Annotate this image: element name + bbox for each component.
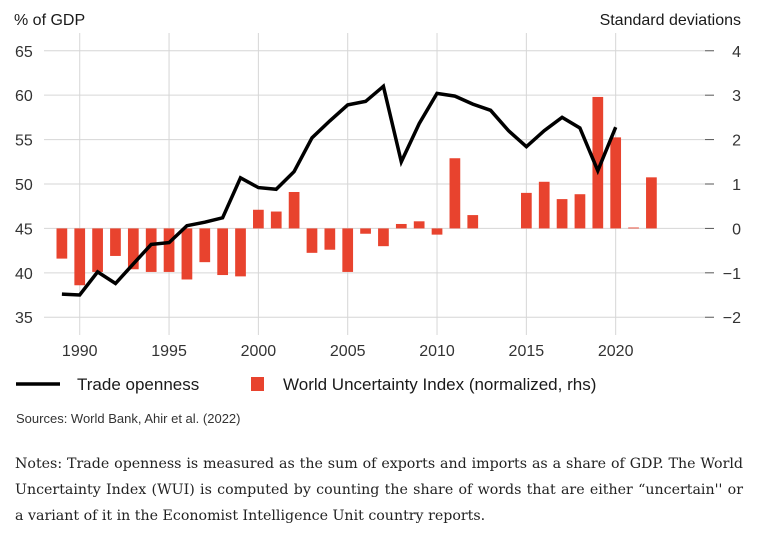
right-tick-label: 3 bbox=[732, 88, 741, 105]
right-tick-label: 4 bbox=[732, 44, 741, 61]
trade-openness-line bbox=[61, 83, 618, 297]
x-tick-label: 1990 bbox=[62, 343, 98, 360]
wui-bar bbox=[592, 96, 604, 229]
x-tick-label: 2010 bbox=[419, 343, 455, 360]
wui-bar bbox=[342, 228, 354, 272]
wui-bar bbox=[360, 228, 371, 234]
left-axis-ticks: 35 40 45 50 55 60 65 bbox=[15, 44, 33, 327]
wui-bar bbox=[181, 228, 193, 280]
right-axis-ticks: 4 3 2 1 0 −1 −2 bbox=[705, 44, 741, 327]
left-tick-label: 60 bbox=[15, 88, 33, 105]
left-tick-label: 45 bbox=[15, 221, 33, 238]
wui-bar bbox=[378, 228, 389, 247]
left-tick-label: 55 bbox=[15, 133, 33, 150]
legend-bar-swatch bbox=[251, 377, 264, 391]
wui-bar bbox=[324, 228, 336, 250]
legend: Trade openness World Uncertainty Index (… bbox=[16, 375, 596, 394]
wui-bar bbox=[74, 228, 86, 286]
wui-bar bbox=[449, 158, 461, 229]
right-axis-unit-label: Standard deviations bbox=[600, 12, 741, 29]
notes-paragraph: Notes: Trade openness is measured as the… bbox=[15, 456, 743, 524]
wui-bar bbox=[467, 215, 479, 229]
x-tick-label: 2015 bbox=[509, 343, 545, 360]
gridlines bbox=[44, 33, 705, 335]
wui-bar bbox=[270, 211, 282, 229]
x-tick-label: 2020 bbox=[598, 343, 634, 360]
wui-bar bbox=[395, 223, 407, 229]
wui-bar bbox=[199, 228, 211, 263]
left-tick-label: 50 bbox=[15, 177, 33, 194]
wui-bar bbox=[253, 209, 264, 229]
left-tick-label: 40 bbox=[15, 266, 33, 283]
right-tick-label: 2 bbox=[732, 133, 741, 150]
legend-bar-label: World Uncertainty Index (normalized, rhs… bbox=[283, 375, 596, 394]
wui-bar bbox=[288, 191, 300, 229]
left-tick-label: 35 bbox=[15, 310, 33, 327]
wui-bar bbox=[163, 228, 175, 272]
wui-bar bbox=[538, 181, 550, 229]
right-tick-label: −1 bbox=[723, 266, 741, 283]
left-axis-unit-label: % of GDP bbox=[14, 12, 85, 29]
wui-bar bbox=[145, 228, 157, 272]
wui-bar bbox=[56, 228, 68, 259]
wui-bar bbox=[235, 228, 246, 277]
source-note: Sources: World Bank, Ahir et al. (2022) bbox=[16, 411, 240, 426]
wui-bar bbox=[110, 228, 121, 256]
x-tick-label: 2000 bbox=[241, 343, 277, 360]
right-tick-label: 0 bbox=[732, 221, 741, 238]
x-tick-label: 1995 bbox=[151, 343, 187, 360]
wui-bar bbox=[127, 228, 139, 270]
legend-line-label: Trade openness bbox=[77, 375, 199, 394]
right-tick-label: 1 bbox=[732, 177, 741, 194]
wui-bars bbox=[56, 96, 657, 286]
wui-bar bbox=[520, 192, 532, 229]
left-tick-label: 65 bbox=[15, 44, 33, 61]
x-tick-label: 2005 bbox=[330, 343, 366, 360]
wui-bar bbox=[574, 194, 586, 229]
trade-uncertainty-chart: % of GDP Standard deviations 35404550556… bbox=[14, 12, 741, 426]
wui-bar bbox=[610, 137, 622, 229]
right-tick-label: −2 bbox=[723, 310, 741, 327]
trade-openness-line-group bbox=[61, 83, 618, 297]
wui-bar bbox=[306, 228, 318, 253]
wui-bar bbox=[646, 177, 657, 229]
wui-bar bbox=[628, 227, 639, 229]
wui-bar bbox=[556, 199, 568, 229]
wui-bar bbox=[92, 228, 103, 272]
wui-bar bbox=[413, 221, 425, 229]
wui-bar bbox=[217, 228, 229, 276]
wui-bar bbox=[431, 228, 443, 235]
x-axis-ticks: 1990 1995 2000 2005 2010 2015 2020 bbox=[62, 343, 634, 360]
